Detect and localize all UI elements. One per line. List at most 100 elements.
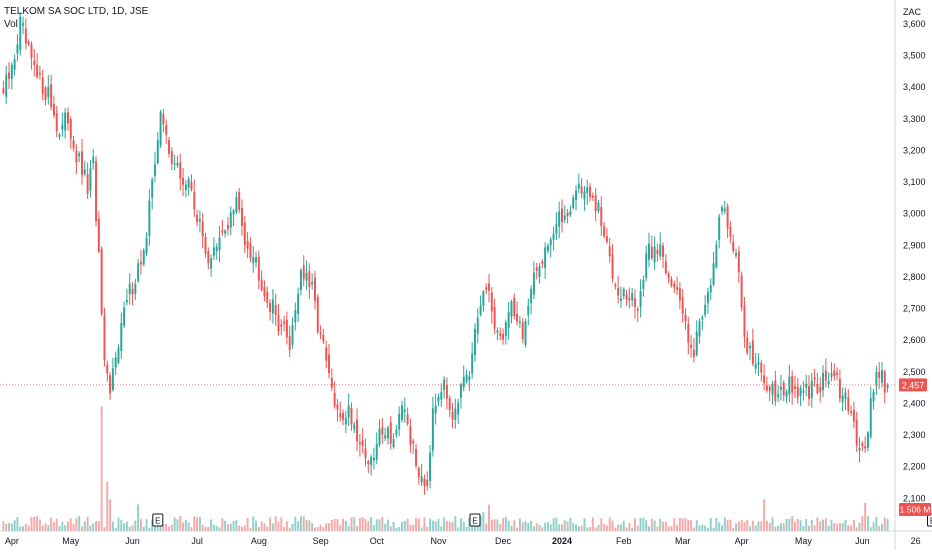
y-tick-label: 2,400 (903, 398, 926, 408)
volume-bar (358, 518, 361, 531)
candle-body (111, 368, 114, 391)
candle-body (235, 197, 238, 213)
candle (190, 174, 193, 192)
candle-body (255, 257, 258, 263)
candle (569, 205, 572, 218)
candle (257, 250, 260, 290)
candle (591, 192, 594, 202)
candle (375, 432, 378, 465)
candle (636, 306, 639, 323)
candle (858, 437, 861, 463)
candle (350, 402, 353, 431)
earnings-markers[interactable]: EEE (152, 513, 932, 527)
volume-bar (504, 516, 507, 531)
candle-body (246, 240, 249, 249)
candle-body (151, 179, 154, 198)
volume-bar (313, 527, 316, 531)
volume-bar (791, 516, 794, 531)
candle-body (207, 251, 210, 264)
candle (168, 136, 170, 158)
candle-body (473, 328, 476, 356)
candle (358, 434, 361, 457)
volume-bar (659, 518, 662, 531)
earnings-marker[interactable]: E (927, 513, 932, 527)
candle (182, 168, 185, 197)
candle (861, 441, 864, 452)
earnings-marker[interactable]: E (152, 513, 164, 527)
candle-body (179, 162, 182, 179)
candle-body (577, 183, 580, 189)
volume-bar (645, 520, 648, 531)
candle-body (552, 233, 555, 240)
candle-body (746, 337, 749, 353)
volume-bar (319, 524, 322, 531)
volume-bar (243, 525, 246, 531)
y-tick-label: 3,600 (903, 19, 926, 29)
volume-bar (580, 525, 583, 531)
candle (774, 370, 777, 406)
volume-bar (451, 522, 454, 531)
volume-bar (872, 522, 875, 531)
candle-body (347, 405, 350, 418)
candle (218, 225, 221, 263)
candle-body (266, 291, 269, 303)
x-tick-label: Mar (675, 536, 691, 546)
volume-bar (695, 520, 698, 531)
volume-bar (184, 519, 187, 531)
volume-bar (614, 527, 617, 531)
candle (339, 401, 342, 422)
candle-body (796, 386, 799, 398)
candle-body (575, 190, 578, 200)
volume-bar (58, 526, 61, 531)
candle (398, 406, 401, 437)
volume-bar (847, 525, 850, 531)
candle (732, 234, 735, 254)
volume-bar (218, 527, 221, 531)
volume-bar (299, 516, 302, 531)
candle (294, 302, 297, 331)
candle-body (75, 150, 78, 163)
volume-bar (356, 525, 359, 531)
candle (622, 287, 625, 300)
candle (238, 188, 241, 214)
volume-bar (771, 517, 774, 531)
candle (743, 296, 746, 348)
candle (196, 210, 199, 227)
candle-body (38, 73, 41, 75)
candle (311, 273, 314, 290)
volume-bar (134, 520, 137, 531)
volume-bar (678, 517, 681, 531)
volume-bar (64, 525, 67, 531)
volume-bar (597, 524, 600, 531)
candle (805, 374, 808, 397)
symbol-title[interactable]: TELKOM SA SOC LTD, 1D, JSE (4, 6, 149, 17)
candle-body (50, 84, 53, 108)
volume-bar (782, 523, 785, 531)
candle-body (566, 212, 569, 217)
volume-bar (386, 519, 389, 531)
candle-body (342, 413, 345, 420)
volume-bar (19, 526, 22, 531)
volume-bar (723, 517, 726, 531)
candle-body (561, 208, 563, 222)
volume-legend-label[interactable]: Vol (4, 19, 18, 30)
candle-body (765, 385, 768, 391)
candle-body (816, 383, 819, 394)
candle (866, 430, 869, 452)
volume-bar (238, 525, 241, 531)
candle (313, 270, 316, 310)
volume-bar (86, 516, 89, 531)
candle (83, 160, 86, 177)
earnings-marker[interactable]: E (469, 513, 481, 527)
candle (302, 255, 305, 287)
candle (139, 250, 142, 275)
volume-bar (774, 526, 777, 531)
candle-body (628, 297, 631, 301)
candle (721, 205, 723, 216)
candle (50, 75, 53, 111)
volume-bar (24, 523, 27, 531)
volume-bar (336, 518, 339, 531)
candle-body (187, 178, 190, 188)
